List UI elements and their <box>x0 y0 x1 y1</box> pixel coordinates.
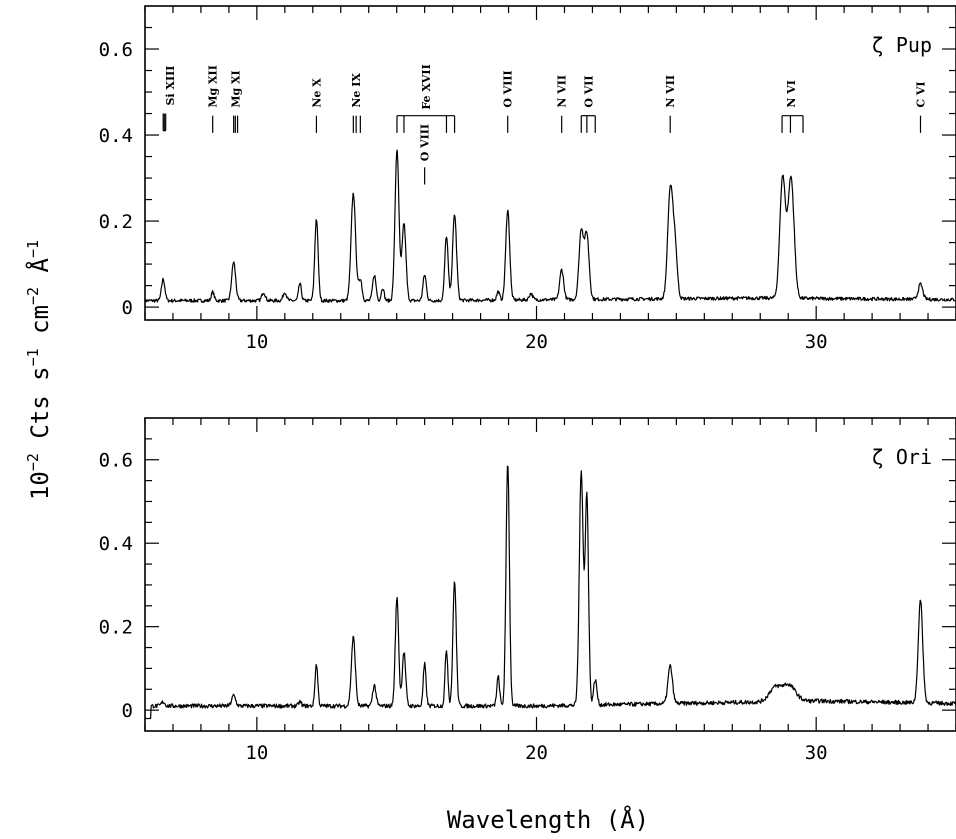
x-tick-label: 30 <box>805 742 828 764</box>
ion-label: Ne X <box>310 78 323 108</box>
line-marker: N VII <box>664 75 677 133</box>
star-label: ζ Ori <box>872 445 932 469</box>
ion-label: Fe XVII <box>420 64 433 109</box>
spectrum-line <box>145 465 956 720</box>
y-tick-label: 0.2 <box>99 617 133 639</box>
line-marker: O VII <box>580 75 596 133</box>
ion-label: O VII <box>582 75 595 107</box>
y-axis-label-part: Å <box>25 257 54 286</box>
y-axis-label-part: −2 <box>24 453 42 471</box>
ion-label: Si XIII <box>164 66 177 106</box>
y-axis-label: 10−2 Cts s−1 cm−2 Å−1 <box>24 240 54 500</box>
x-tick-label: 30 <box>805 331 828 353</box>
plot-frame <box>144 5 956 321</box>
ion-label: N VII <box>556 75 569 108</box>
panel-zeta-ori: 10 20 30 0 0.2 0.4 0.6 ζ Ori <box>99 417 956 764</box>
y-axis-label-part: −1 <box>24 348 42 366</box>
line-marker: C VI <box>914 81 927 133</box>
line-marker: Si XIII <box>162 66 177 132</box>
line-marker: N VI <box>781 80 804 133</box>
y-tick-label: 0.2 <box>99 211 133 233</box>
line-marker: Mg XII <box>207 65 220 133</box>
y-tick-label: 0 <box>122 297 133 319</box>
ion-label: O VIII <box>502 70 515 107</box>
line-marker: Ne X <box>310 78 323 133</box>
plot-frame <box>144 417 956 732</box>
ion-label: Mg XI <box>229 70 242 107</box>
y-axis-label-part: cm <box>26 305 54 348</box>
y-axis-label-part: −2 <box>24 287 42 305</box>
line-marker: Ne IX <box>350 73 363 133</box>
line-marker: O VIII <box>419 124 432 185</box>
x-axis-label: Wavelength (Å) <box>447 805 649 834</box>
x-tick-label: 10 <box>245 331 268 353</box>
x-tick-label: 10 <box>245 742 268 764</box>
y-axis-label-part: −1 <box>24 240 42 258</box>
ion-label: O VIII <box>419 124 432 161</box>
line-marker: Fe XVII <box>396 64 456 133</box>
spectrum-line <box>145 149 956 303</box>
ion-label: N VI <box>785 80 798 108</box>
y-axis-label-part: 10 <box>26 471 54 500</box>
line-marker: O VIII <box>502 70 515 133</box>
y-tick-label: 0.4 <box>99 533 133 555</box>
y-tick-label: 0 <box>122 700 133 722</box>
y-axis-label-part: Cts s <box>26 366 54 453</box>
y-tick-label: 0.6 <box>99 39 133 61</box>
line-marker: N VII <box>556 75 569 133</box>
ion-label: Ne IX <box>350 73 363 108</box>
x-tick-label: 20 <box>525 742 548 764</box>
ion-label: C VI <box>914 81 927 107</box>
x-tick-label: 20 <box>525 331 548 353</box>
ion-label: Mg XII <box>207 65 220 108</box>
ion-label: N VII <box>664 75 677 108</box>
panel-zeta-pup: 10 20 30 0 0.2 0.4 0.6 ζ Pup Si XIII Mg XII Mg XI N… <box>99 5 956 353</box>
star-label: ζ Pup <box>872 33 932 57</box>
y-tick-label: 0.4 <box>99 125 133 147</box>
line-marker: Mg XI <box>229 70 242 133</box>
y-tick-label: 0.6 <box>99 450 133 472</box>
